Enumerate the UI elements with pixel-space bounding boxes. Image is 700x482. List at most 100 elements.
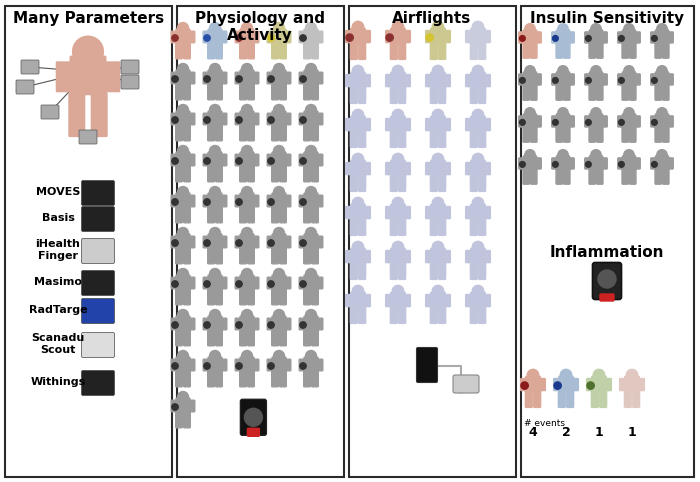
FancyBboxPatch shape xyxy=(351,204,365,220)
FancyBboxPatch shape xyxy=(272,29,286,44)
FancyBboxPatch shape xyxy=(470,218,477,235)
FancyBboxPatch shape xyxy=(667,74,673,85)
Circle shape xyxy=(352,109,364,121)
FancyBboxPatch shape xyxy=(304,165,310,182)
FancyBboxPatch shape xyxy=(601,158,608,169)
FancyBboxPatch shape xyxy=(183,124,190,141)
FancyBboxPatch shape xyxy=(622,42,629,58)
FancyBboxPatch shape xyxy=(248,124,254,141)
FancyBboxPatch shape xyxy=(188,195,195,207)
FancyBboxPatch shape xyxy=(663,168,669,184)
FancyBboxPatch shape xyxy=(663,42,669,58)
FancyBboxPatch shape xyxy=(299,277,306,289)
FancyBboxPatch shape xyxy=(391,160,405,176)
Circle shape xyxy=(178,350,188,362)
FancyBboxPatch shape xyxy=(235,359,241,371)
FancyBboxPatch shape xyxy=(304,152,318,167)
FancyBboxPatch shape xyxy=(239,124,246,141)
Circle shape xyxy=(525,107,536,118)
FancyBboxPatch shape xyxy=(359,174,365,191)
FancyBboxPatch shape xyxy=(484,162,490,174)
Circle shape xyxy=(300,35,306,41)
FancyBboxPatch shape xyxy=(399,306,405,323)
FancyBboxPatch shape xyxy=(521,6,694,477)
FancyBboxPatch shape xyxy=(70,56,106,94)
FancyBboxPatch shape xyxy=(16,80,34,94)
FancyBboxPatch shape xyxy=(351,174,357,191)
Circle shape xyxy=(236,199,242,205)
FancyBboxPatch shape xyxy=(220,236,227,248)
FancyBboxPatch shape xyxy=(617,32,624,43)
FancyBboxPatch shape xyxy=(552,158,558,169)
Circle shape xyxy=(519,78,525,83)
FancyBboxPatch shape xyxy=(304,357,318,372)
FancyBboxPatch shape xyxy=(252,72,259,84)
Circle shape xyxy=(352,285,364,297)
Circle shape xyxy=(558,150,568,160)
FancyBboxPatch shape xyxy=(403,251,410,263)
FancyBboxPatch shape xyxy=(235,31,241,43)
FancyBboxPatch shape xyxy=(240,70,254,85)
FancyBboxPatch shape xyxy=(556,30,570,44)
Circle shape xyxy=(305,350,316,362)
FancyBboxPatch shape xyxy=(519,158,525,169)
FancyBboxPatch shape xyxy=(655,72,668,86)
FancyBboxPatch shape xyxy=(403,162,410,174)
Text: # events: # events xyxy=(524,419,565,428)
FancyBboxPatch shape xyxy=(240,234,254,249)
FancyBboxPatch shape xyxy=(346,251,353,263)
FancyBboxPatch shape xyxy=(248,206,254,223)
FancyBboxPatch shape xyxy=(655,156,668,170)
Circle shape xyxy=(300,363,306,369)
FancyBboxPatch shape xyxy=(470,292,485,308)
FancyBboxPatch shape xyxy=(523,168,529,184)
FancyBboxPatch shape xyxy=(280,247,286,264)
Circle shape xyxy=(473,153,484,165)
FancyBboxPatch shape xyxy=(351,262,357,280)
FancyBboxPatch shape xyxy=(484,251,490,263)
Text: Inflammation: Inflammation xyxy=(550,245,664,260)
FancyBboxPatch shape xyxy=(444,75,450,87)
FancyBboxPatch shape xyxy=(176,288,182,305)
FancyBboxPatch shape xyxy=(416,348,438,383)
FancyBboxPatch shape xyxy=(176,316,190,331)
FancyBboxPatch shape xyxy=(346,30,353,42)
Circle shape xyxy=(585,161,591,167)
Text: Basis: Basis xyxy=(41,213,74,223)
FancyBboxPatch shape xyxy=(363,75,370,87)
FancyBboxPatch shape xyxy=(208,247,214,264)
Circle shape xyxy=(178,268,188,280)
FancyBboxPatch shape xyxy=(176,234,190,249)
FancyBboxPatch shape xyxy=(663,84,669,100)
FancyBboxPatch shape xyxy=(430,130,438,147)
FancyBboxPatch shape xyxy=(304,329,310,346)
FancyBboxPatch shape xyxy=(351,28,365,44)
FancyBboxPatch shape xyxy=(592,376,606,392)
Circle shape xyxy=(473,241,484,253)
Circle shape xyxy=(274,105,284,116)
FancyBboxPatch shape xyxy=(430,160,445,176)
FancyBboxPatch shape xyxy=(556,126,562,142)
FancyBboxPatch shape xyxy=(617,74,624,85)
FancyBboxPatch shape xyxy=(439,174,446,191)
FancyBboxPatch shape xyxy=(399,130,405,147)
FancyBboxPatch shape xyxy=(391,174,397,191)
FancyBboxPatch shape xyxy=(479,86,486,104)
FancyBboxPatch shape xyxy=(359,262,365,280)
FancyBboxPatch shape xyxy=(592,263,622,299)
Circle shape xyxy=(624,150,634,160)
Circle shape xyxy=(305,23,316,34)
FancyBboxPatch shape xyxy=(351,160,365,176)
FancyBboxPatch shape xyxy=(272,316,286,331)
FancyBboxPatch shape xyxy=(589,156,603,170)
FancyBboxPatch shape xyxy=(552,74,558,85)
Circle shape xyxy=(521,382,528,389)
FancyBboxPatch shape xyxy=(272,329,279,346)
FancyBboxPatch shape xyxy=(444,295,450,307)
FancyBboxPatch shape xyxy=(304,206,310,223)
FancyBboxPatch shape xyxy=(622,114,636,128)
Text: iHealth
Finger: iHealth Finger xyxy=(36,239,80,261)
Circle shape xyxy=(268,240,274,246)
FancyBboxPatch shape xyxy=(252,31,259,43)
FancyBboxPatch shape xyxy=(216,165,223,182)
